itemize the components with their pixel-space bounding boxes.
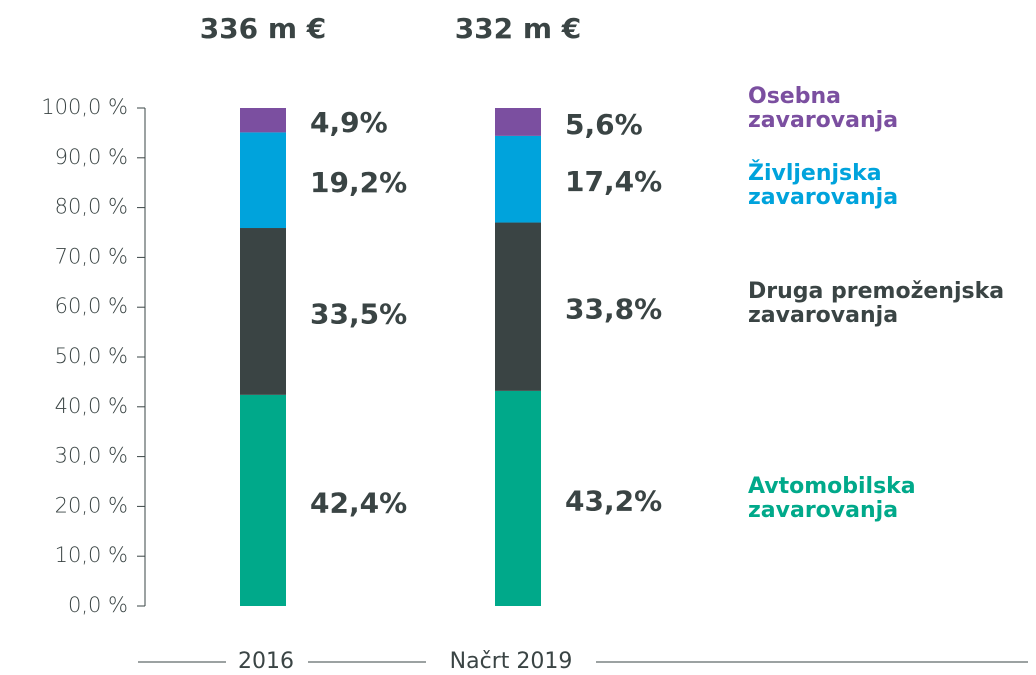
total-label: 332 m € bbox=[455, 12, 582, 45]
legend-item: Druga premoženjska zavarovanja bbox=[748, 279, 1005, 328]
y-tick-label: 40,0 % bbox=[55, 394, 128, 418]
legend-item: Avtomobilska zavarovanja bbox=[748, 474, 916, 523]
y-tick-label: 30,0 % bbox=[55, 444, 128, 468]
bar-segment bbox=[495, 390, 541, 606]
x-tick-label: Načrt 2019 bbox=[450, 649, 573, 674]
bar-segment bbox=[240, 132, 286, 229]
bar-segment bbox=[240, 228, 286, 395]
y-tick-label: 0,0 % bbox=[68, 593, 128, 617]
y-tick-label: 90,0 % bbox=[55, 145, 128, 169]
y-tick-label: 20,0 % bbox=[55, 493, 128, 517]
y-tick-label: 70,0 % bbox=[55, 244, 128, 268]
bar-segment bbox=[495, 222, 541, 391]
legend-item: Življenjska zavarovanja bbox=[748, 161, 899, 210]
bar-segment bbox=[240, 108, 286, 133]
value-label: 33,5% bbox=[310, 297, 407, 330]
value-label: 43,2% bbox=[565, 484, 662, 517]
x-tick-label: 2016 bbox=[238, 649, 294, 674]
y-tick-label: 10,0 % bbox=[55, 543, 128, 567]
bar-segment bbox=[495, 135, 541, 223]
y-tick-label: 100,0 % bbox=[41, 95, 128, 119]
value-label: 42,4% bbox=[310, 486, 407, 519]
legend-item: Osebna zavarovanja bbox=[748, 84, 899, 133]
bar-segment bbox=[495, 108, 541, 136]
y-tick-label: 60,0 % bbox=[55, 294, 128, 318]
value-label: 17,4% bbox=[565, 165, 662, 198]
y-tick-label: 50,0 % bbox=[55, 344, 128, 368]
value-label: 33,8% bbox=[565, 293, 662, 326]
bar-segment bbox=[240, 394, 286, 606]
value-label: 4,9% bbox=[310, 106, 388, 139]
value-label: 5,6% bbox=[565, 108, 643, 141]
value-label: 19,2% bbox=[310, 166, 407, 199]
total-label: 336 m € bbox=[200, 12, 327, 45]
y-tick-label: 80,0 % bbox=[55, 195, 128, 219]
